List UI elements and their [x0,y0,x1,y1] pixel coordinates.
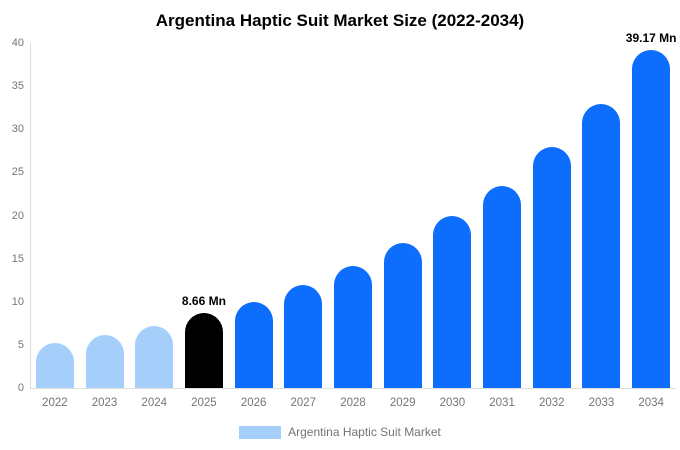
bar-2027 [284,285,323,388]
x-label-2023: 2023 [91,397,118,409]
x-label-2034: 2034 [638,397,664,409]
bar-2024 [135,325,174,388]
y-tick-0: 0 [17,382,24,394]
chart-title: Argentina Haptic Suit Market Size (2022-… [155,11,525,30]
y-tick-15: 15 [11,252,24,265]
x-label-2026: 2026 [240,397,267,409]
bar-2023 [85,335,124,388]
bar-2034 [632,50,671,388]
bar-2030 [433,216,472,388]
x-label-2033: 2033 [588,397,615,409]
x-label-2028: 2028 [340,397,366,409]
y-tick-40: 40 [11,37,24,49]
bar-2029 [383,243,422,388]
y-tick-35: 35 [11,80,24,93]
x-label-2024: 2024 [141,397,168,409]
y-tick-10: 10 [11,295,24,308]
x-label-2022: 2022 [42,397,68,409]
x-label-2031: 2031 [489,397,515,409]
y-tick-20: 20 [11,209,24,222]
value-label-2034: 39.17 Mn [625,31,677,46]
bar-2031 [483,186,522,388]
bar-2033 [582,104,621,388]
bar-2022 [35,343,74,388]
bar-2028 [334,266,372,388]
value-label-2025: 8.66 Mn [181,294,226,309]
bar-2032 [532,147,571,388]
x-label-2025: 2025 [191,397,217,409]
x-label-2030: 2030 [439,397,466,409]
x-label-2032: 2032 [538,397,565,409]
y-tick-5: 5 [17,338,24,351]
legend-swatch-icon [239,425,282,439]
bar-2026 [234,301,273,388]
y-tick-25: 25 [11,166,24,179]
legend-label: Argentina Haptic Suit Market [288,425,441,439]
y-tick-30: 30 [11,123,24,136]
x-label-2029: 2029 [389,397,416,409]
y-axis-line [30,43,31,388]
legend: Argentina Haptic Suit Market [0,425,680,439]
x-axis-line [30,388,676,389]
x-label-2027: 2027 [290,397,317,409]
bar-2025 [184,313,223,388]
